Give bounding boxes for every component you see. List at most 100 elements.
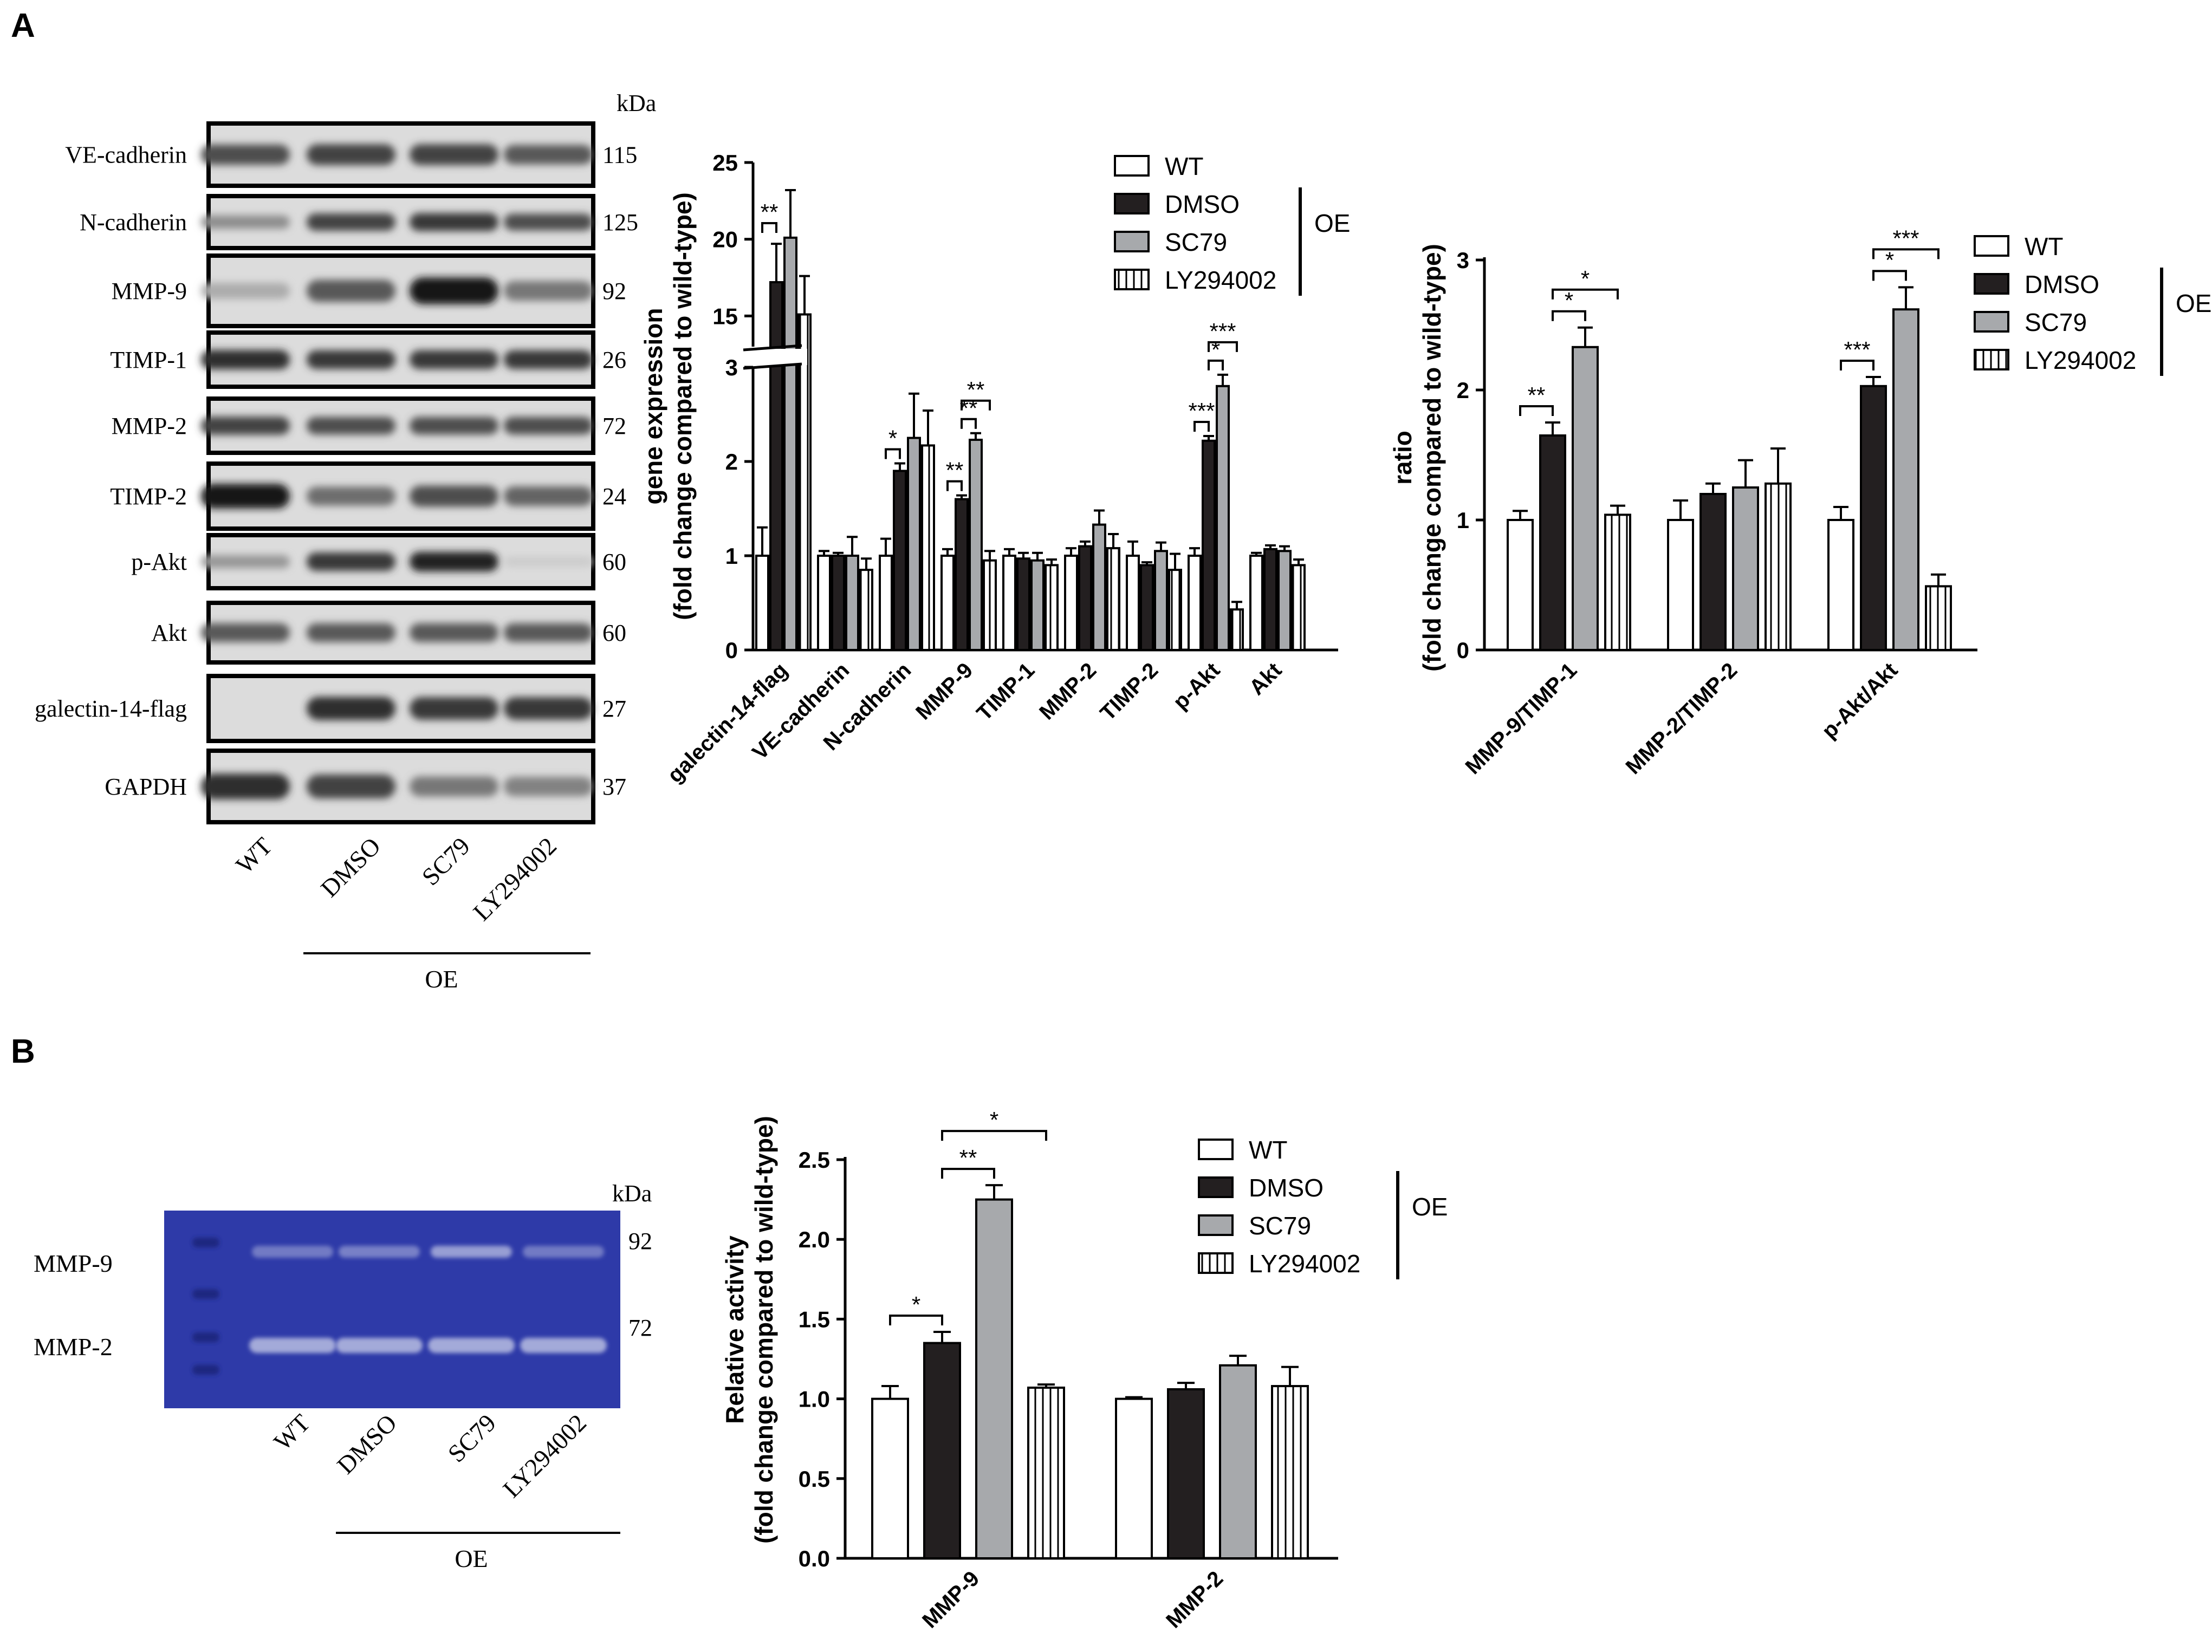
significance-line <box>941 1168 995 1179</box>
significance-line <box>1872 270 1907 281</box>
panel-a-label: A <box>11 7 35 44</box>
bar-dmso-mmp-2 <box>1078 545 1092 651</box>
legend-swatch-ly294002 <box>1974 349 2009 370</box>
bar-ly294002-akt <box>1292 564 1306 652</box>
significance-line <box>1552 288 1619 300</box>
x-tick-label-mmp-2: MMP-2 <box>1162 1566 1228 1633</box>
blot-band <box>410 776 498 797</box>
blot-row-label: GAPDH <box>105 773 187 800</box>
blot-lane-label-dmso: DMSO <box>315 832 386 902</box>
blot-band <box>410 277 498 304</box>
blot-band <box>504 281 593 301</box>
significance-bracket: * <box>1552 288 1586 321</box>
gel-body <box>164 1211 620 1408</box>
significance-line <box>961 399 991 411</box>
blot-band <box>410 417 498 435</box>
legend-swatch-sc79 <box>1198 1214 1234 1236</box>
gel-kda-value: 92 <box>628 1228 652 1254</box>
blot-row-n-cadherin: N-cadherin 125 <box>80 194 638 250</box>
legend-swatch-sc79 <box>1114 231 1150 252</box>
bar-dmso-mmp-9-timp-1 <box>1539 434 1566 651</box>
blot-lane-label-wt: WT <box>230 832 277 879</box>
blot-band <box>201 283 290 299</box>
gel-kda-value: 72 <box>628 1315 652 1341</box>
significance-line <box>761 222 777 233</box>
legend-label-sc79: SC79 <box>1165 228 1227 256</box>
bar-wt-mmp-9 <box>940 555 955 651</box>
gel-lane-label-wt: WT <box>268 1409 315 1456</box>
blot-lane-label-sc79: SC79 <box>417 832 475 890</box>
blot-kda-value: 60 <box>602 549 626 575</box>
bar-ly294002-p-akt-akt <box>1925 585 1952 652</box>
legend-label-dmso: DMSO <box>2025 270 2099 298</box>
significance-bracket: * <box>941 1107 1047 1141</box>
significance-line <box>1193 421 1210 432</box>
legend-label-wt: WT <box>1249 1136 1288 1164</box>
legend-swatch-wt <box>1198 1139 1234 1160</box>
bar-ly294002-mmp-9 <box>983 559 997 651</box>
x-tick-label-akt: Akt <box>1245 658 1287 700</box>
bar-sc79-mmp-9 <box>969 438 983 651</box>
bar-sc79-mmp-2 <box>1219 1364 1257 1559</box>
legend-swatch-dmso <box>1114 193 1150 214</box>
blot-band <box>201 417 290 435</box>
gel-lane-label-dmso: DMSO <box>332 1409 402 1479</box>
significance-label: ** <box>1528 382 1546 408</box>
bar-wt-n-cadherin <box>879 555 893 651</box>
y-tick-label: 2 <box>1457 378 1469 403</box>
bar-dmso-p-akt-akt <box>1860 385 1887 651</box>
blot-band <box>504 777 593 796</box>
y-axis-label: (fold change compared to wild-type) <box>750 1116 778 1544</box>
blot-kda-value: 60 <box>602 620 626 646</box>
significance-bracket: ** <box>1519 382 1554 416</box>
x-tick-label-timp-2: TIMP-2 <box>1096 658 1163 725</box>
significance-label: * <box>1885 247 1894 272</box>
gel-lane-label-sc79: SC79 <box>443 1409 501 1467</box>
significance-label: * <box>888 425 897 451</box>
gel-band-mmp9 <box>431 1246 512 1258</box>
significance-line <box>1552 310 1586 321</box>
significance-label: ** <box>960 395 978 421</box>
significance-label: ** <box>946 458 964 483</box>
significance-bracket: ** <box>941 1145 995 1179</box>
significance-bracket: * <box>1872 247 1907 281</box>
blot-band <box>504 145 593 165</box>
blot-row-label: MMP-2 <box>112 413 187 439</box>
blot-band <box>307 486 395 506</box>
bar-sc79-galectin-14-flag <box>783 236 797 652</box>
bar-dmso-p-akt <box>1202 439 1216 651</box>
bar-wt-galectin-14-flag <box>755 555 769 651</box>
axis-break-gap <box>742 349 807 365</box>
gel-marker-band <box>192 1289 219 1299</box>
legend-label-dmso: DMSO <box>1165 190 1240 218</box>
legend-label-ly294002: LY294002 <box>2025 346 2136 374</box>
blot-row-timp-1: TIMP-1 26 <box>110 330 626 389</box>
bar-sc79-mmp-9 <box>975 1198 1013 1560</box>
bar-wt-mmp-2-timp-2 <box>1667 519 1694 651</box>
blot-band <box>307 350 395 369</box>
legend-swatch-dmso <box>1198 1176 1234 1198</box>
significance-bracket: *** <box>1840 337 1874 370</box>
blot-band <box>307 144 395 165</box>
legend-swatch-wt <box>1974 235 2009 257</box>
gel-marker-band <box>192 1332 219 1342</box>
significance-label: * <box>990 1107 998 1133</box>
blot-kda-value: 27 <box>602 695 626 722</box>
legend-label-ly294002: LY294002 <box>1249 1250 1360 1278</box>
significance-bracket: * <box>889 1292 943 1325</box>
significance-line <box>961 418 977 429</box>
y-tick-label: 1 <box>1457 508 1469 533</box>
significance-bracket: *** <box>1208 318 1238 352</box>
x-tick-label-p-akt-akt: p-Akt/Akt <box>1818 658 1903 743</box>
bar-ly294002-timp-1 <box>1045 564 1059 652</box>
bar-wt-mmp-2 <box>1115 1397 1153 1560</box>
panel-b-label: B <box>11 1033 35 1070</box>
gene-expression-chart: 0 1 2 3 15 20 25 gene expression (fold change co… <box>639 150 1350 788</box>
blot-kda-header: kDa <box>617 90 656 116</box>
y-axis-label: ratio <box>1389 431 1417 485</box>
bar-ly294002-mmp-9 <box>1027 1386 1065 1559</box>
legend: WT DMSO SC79 LY294002 OE <box>1198 1136 1448 1279</box>
legend-label-ly294002: LY294002 <box>1165 266 1276 294</box>
significance-label: *** <box>1209 318 1236 344</box>
